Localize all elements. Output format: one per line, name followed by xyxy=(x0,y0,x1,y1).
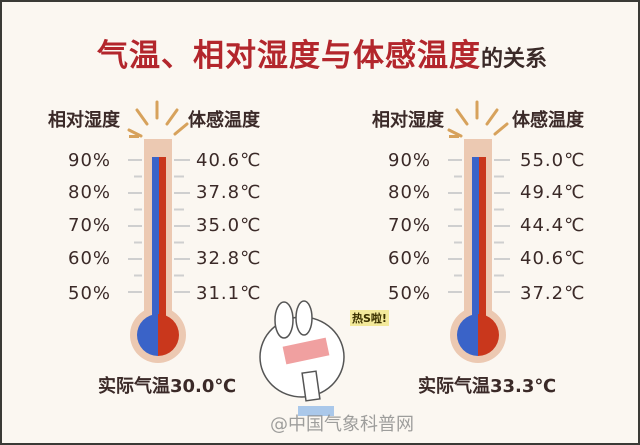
page-title: 气温、相对湿度与体感温度的关系 xyxy=(2,30,638,75)
humidity-label: 80% xyxy=(68,182,112,203)
sunburst-ray xyxy=(485,108,499,126)
feels-like-header-right: 体感温度 xyxy=(512,110,584,131)
feels-like-label: 44.4℃ xyxy=(520,215,586,236)
humidity-label: 80% xyxy=(388,182,432,203)
humidity-label: 90% xyxy=(388,150,432,171)
humidity-label: 50% xyxy=(388,283,432,304)
actual-temp-right: 实际气温33.3℃ xyxy=(418,376,557,397)
cartoon-rabbit xyxy=(282,337,330,365)
humidity-column xyxy=(152,157,159,327)
feels-like-label: 40.6℃ xyxy=(196,150,262,171)
cartoon-rabbit xyxy=(298,406,334,416)
cartoon-speech: 热S啦! xyxy=(350,310,389,326)
sunburst-ray xyxy=(449,135,459,138)
watermark: @中国气象科普网 xyxy=(270,414,414,435)
temperature-column xyxy=(479,157,486,327)
sunburst-ray xyxy=(173,122,189,136)
feels-like-label: 31.1℃ xyxy=(196,283,262,304)
humidity-label: 70% xyxy=(388,215,432,236)
feels-like-label: 40.6℃ xyxy=(520,248,586,269)
sunburst-ray xyxy=(455,108,469,126)
feels-like-header-left: 体感温度 xyxy=(188,110,260,131)
feels-like-label: 32.8℃ xyxy=(196,248,262,269)
title-suffix: 的关系 xyxy=(480,47,547,72)
sunburst-ray xyxy=(135,108,149,126)
title-main: 气温、相对湿度与体感温度 xyxy=(96,38,481,74)
bulb-temperature-half xyxy=(478,314,499,356)
sunburst-ray xyxy=(165,108,179,126)
temperature-column xyxy=(159,157,166,327)
humidity-label: 60% xyxy=(388,248,432,269)
humidity-label: 50% xyxy=(68,283,112,304)
feels-like-label: 35.0℃ xyxy=(196,215,262,236)
humidity-column xyxy=(472,157,479,327)
feels-like-label: 55.0℃ xyxy=(520,150,586,171)
actual-temp-left: 实际气温30.0℃ xyxy=(98,376,237,397)
humidity-label: 90% xyxy=(68,150,112,171)
humidity-label: 70% xyxy=(68,215,112,236)
humidity-header-left: 相对湿度 xyxy=(48,110,120,131)
feels-like-label: 49.4℃ xyxy=(520,182,586,203)
humidity-label: 60% xyxy=(68,248,112,269)
cartoon-rabbit xyxy=(274,301,294,339)
cartoon-rabbit xyxy=(295,300,313,336)
cartoon-rabbit xyxy=(301,370,321,402)
bulb-temperature-half xyxy=(158,314,179,356)
bulb-humidity-half xyxy=(137,314,158,356)
feels-like-label: 37.2℃ xyxy=(520,283,586,304)
sunburst-ray xyxy=(129,135,139,138)
bulb-humidity-half xyxy=(457,314,478,356)
feels-like-label: 37.8℃ xyxy=(196,182,262,203)
humidity-header-right: 相对湿度 xyxy=(372,110,444,131)
sunburst-ray xyxy=(493,122,509,136)
